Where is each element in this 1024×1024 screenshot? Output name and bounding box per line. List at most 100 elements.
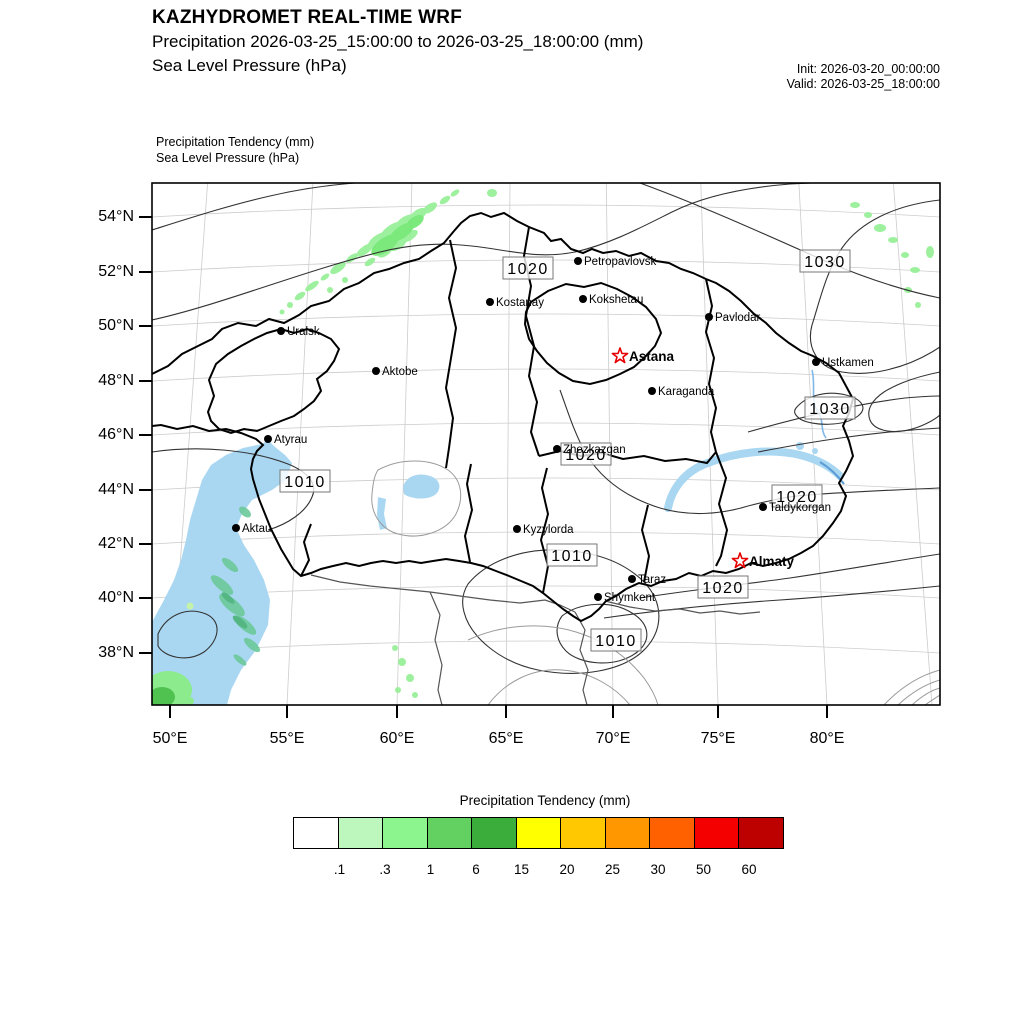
capital-star-icon [611, 347, 629, 364]
colorbar-swatch [604, 817, 650, 849]
city-label: Zhezkazgan [563, 444, 626, 456]
meridian-line [286, 183, 314, 705]
lat-tick-mark [139, 271, 152, 273]
city-label: Shymkent [604, 592, 656, 604]
city-label: Atyrau [274, 434, 307, 446]
city-dot-icon [553, 445, 561, 453]
colorbar-swatch [515, 817, 561, 849]
city-label: Astana [629, 349, 675, 364]
neighbor-borders [310, 574, 761, 705]
colorbar-swatch [471, 817, 517, 849]
lon-tick-mark [286, 705, 288, 718]
lat-tick-mark [139, 489, 152, 491]
pressure-contour-label: 1020 [776, 489, 818, 506]
colorbar-title: Precipitation Tendency (mm) [459, 793, 631, 808]
lat-tick-mark [139, 597, 152, 599]
pressure-contour-label: 1010 [284, 474, 326, 491]
balkhash-east-tip [819, 461, 845, 485]
city-label: Uralsk [287, 326, 320, 338]
colorbar-swatch [738, 817, 784, 849]
valid-time: Valid: 2026-03-25_18:00:00 [786, 77, 940, 91]
city-dot-icon [513, 525, 521, 533]
pressure-label-box [804, 396, 856, 420]
lat-tick-label: 42°N [98, 535, 134, 552]
title-block: KAZHYDROMET REAL-TIME WRF Precipitation … [152, 6, 802, 78]
capital-star-icon [731, 552, 749, 569]
lat-tick-mark [139, 652, 152, 654]
city-dot-icon [486, 298, 494, 306]
lon-tick-label: 50°E [152, 730, 188, 747]
colorbar-tick-label: 15 [513, 862, 530, 877]
colorbar [293, 817, 784, 849]
city-dot-icon [574, 257, 582, 265]
city-label: Kokshetau [589, 294, 643, 306]
colorbar-tick-label: 1 [426, 862, 435, 877]
lat-tick-label: 44°N [98, 481, 134, 498]
lat-tick-label: 46°N [98, 426, 134, 443]
lon-tick-mark [612, 705, 614, 718]
meridian-line [396, 183, 413, 705]
meridian-line [893, 183, 933, 705]
city-dot-icon [628, 575, 636, 583]
colorbar-tick-label: 6 [472, 862, 480, 877]
pressure-label-box [771, 484, 823, 508]
pressure-contour-label: 1030 [804, 254, 846, 271]
lat-tick-label: 52°N [98, 263, 134, 280]
parallel-line [152, 368, 940, 382]
city-dot-icon [264, 435, 272, 443]
pressure-contour-label: 1010 [595, 633, 637, 650]
lat-tick-mark [139, 543, 152, 545]
water-bodies [152, 369, 845, 705]
caspian-sea [152, 440, 292, 705]
country-and-oblast-borders [152, 211, 855, 623]
precipitation-caspian [186, 506, 261, 666]
parallel-line [152, 204, 940, 218]
city-dot-icon [579, 295, 587, 303]
lat-tick-label: 50°N [98, 317, 134, 334]
city-label: Karaganda [658, 386, 715, 398]
parallel-line [152, 640, 940, 654]
lat-tick-label: 40°N [98, 589, 134, 606]
lon-tick-mark [169, 705, 171, 718]
lat-tick-mark [139, 216, 152, 218]
city-label: Ustkamen [822, 357, 874, 369]
colorbar-tick-label: 50 [695, 862, 712, 877]
colorbar-swatch [426, 817, 472, 849]
city-dot-icon [759, 503, 767, 511]
lon-tick-label: 80°E [809, 730, 845, 747]
city-dot-icon [705, 313, 713, 321]
pressure-label-box [697, 575, 749, 599]
subtitle-precipitation: Precipitation 2026-03-25_15:00:00 to 202… [152, 32, 644, 51]
pressure-label-box [560, 442, 612, 466]
pressure-label-box [799, 249, 851, 273]
pressure-contour-label: 1020 [565, 447, 607, 464]
city-dot-icon [594, 593, 602, 601]
legend-precip-line: Precipitation Tendency (mm) [156, 135, 315, 149]
cities-layer: Uralsk Aktobe Kostanay Petropavlovsk Kokshet… [232, 256, 874, 604]
subtitle-pressure: Sea Level Pressure (hPa) [152, 56, 347, 75]
colorbar-swatch [293, 817, 339, 849]
lat-tick-mark [139, 325, 152, 327]
parallel-line [152, 531, 940, 545]
colorbar-swatch [693, 817, 739, 849]
colorbar-tick-label: 60 [741, 862, 757, 877]
city-label: Pavlodar [715, 312, 761, 324]
lon-tick-label: 75°E [700, 730, 736, 747]
pressure-contour-label: 1020 [507, 261, 549, 278]
legend-pressure-line: Sea Level Pressure (hPa) [156, 151, 300, 165]
city-label: Kyzylorda [523, 524, 574, 536]
pressure-contour-label: 1030 [809, 401, 851, 418]
city-dot-icon [372, 367, 380, 375]
precipitation-southwest-blob [152, 671, 194, 705]
lon-tick-mark [826, 705, 828, 718]
init-time: Init: 2026-03-20_00:00:00 [796, 62, 940, 76]
lon-tick-mark [396, 705, 398, 718]
city-label: Taldykorgan [769, 502, 831, 514]
pressure-contour-label: 1020 [702, 580, 744, 597]
aral-sea [403, 474, 440, 499]
lat-tick-label: 38°N [98, 644, 134, 661]
map-frame [151, 182, 941, 706]
city-dot-icon [232, 524, 240, 532]
